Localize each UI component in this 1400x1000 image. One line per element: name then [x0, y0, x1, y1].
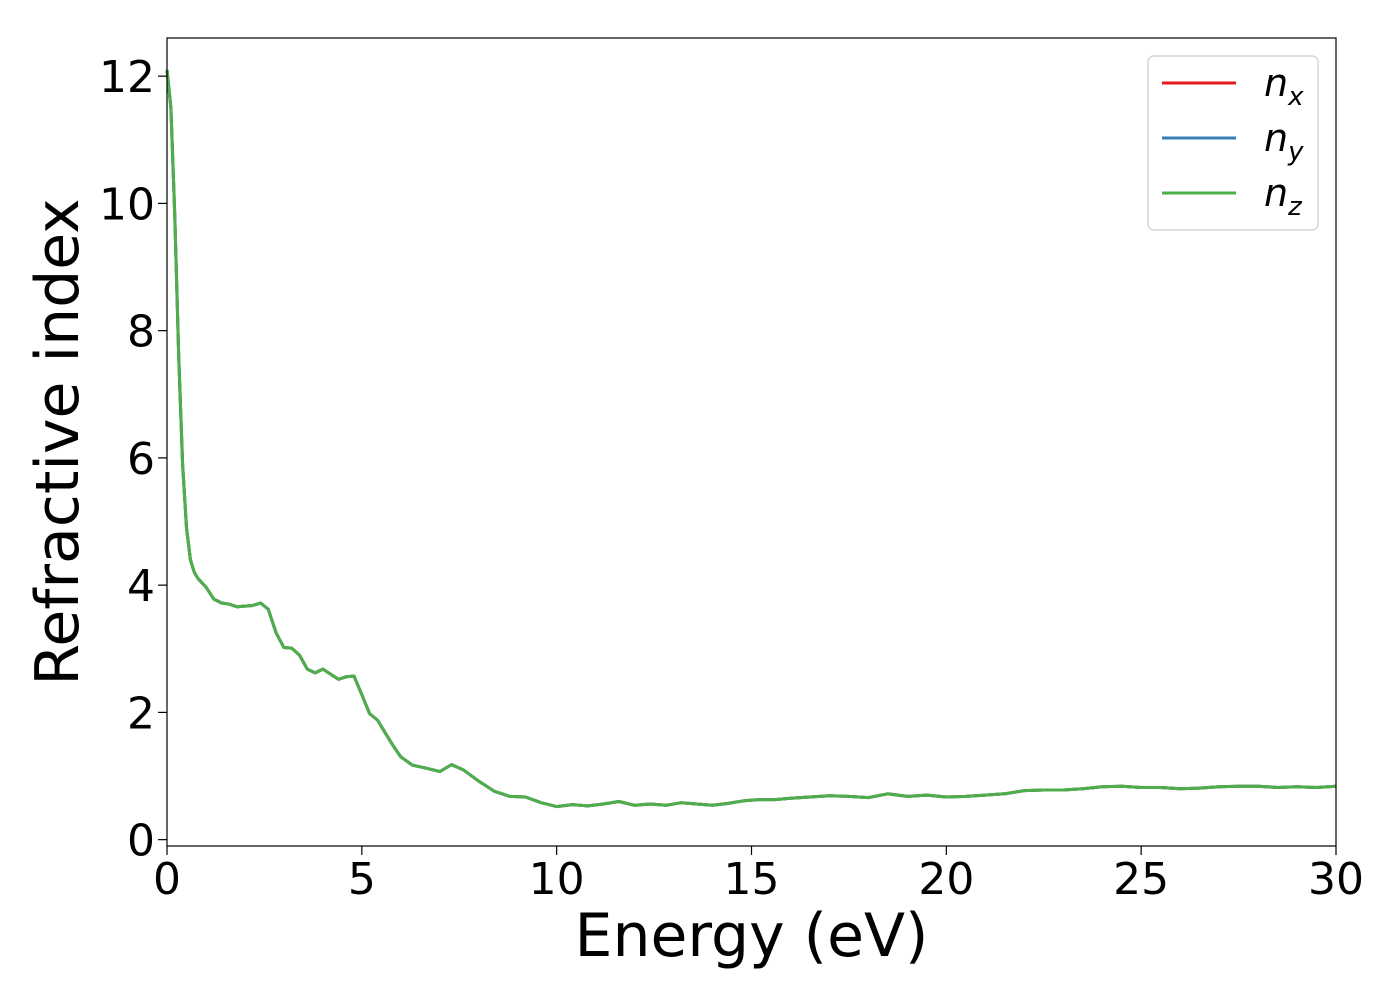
y-axis-ticks: 0 2 4 6 8 10 12 [99, 52, 167, 867]
x-axis-title: Energy (eV) [575, 901, 929, 971]
legend-label-ny: ny [1264, 116, 1304, 167]
y-tick-label: 8 [127, 307, 155, 358]
legend-label-nx: nx [1264, 61, 1304, 112]
y-tick-label: 10 [99, 179, 155, 230]
y-tick-label: 2 [127, 688, 155, 739]
y-tick-label: 12 [99, 52, 155, 103]
series-layer [165, 69, 1337, 809]
legend-box [1147, 55, 1319, 231]
x-tick-label: 10 [529, 854, 585, 905]
x-tick-label: 15 [724, 854, 780, 905]
x-tick-label: 20 [918, 854, 974, 905]
series-line-nz [165, 69, 1337, 809]
y-tick-label: 6 [127, 434, 155, 485]
y-tick-label: 0 [127, 816, 155, 867]
x-tick-label: 30 [1308, 854, 1364, 905]
x-tick-label: 0 [153, 854, 181, 905]
x-tick-label: 5 [348, 854, 376, 905]
legend-label-nz: nz [1264, 171, 1303, 222]
y-tick-label: 4 [127, 561, 155, 612]
x-axis-ticks: 0 5 10 15 20 25 30 [153, 846, 1364, 905]
y-axis-title: Refractive index [23, 198, 93, 685]
x-tick-label: 25 [1113, 854, 1169, 905]
